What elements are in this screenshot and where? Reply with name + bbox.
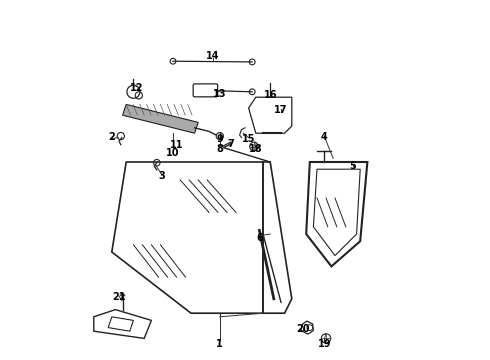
Text: 11: 11 (170, 140, 183, 150)
Text: 17: 17 (274, 105, 288, 115)
Text: 7: 7 (227, 139, 234, 149)
Text: 19: 19 (318, 339, 331, 349)
Text: 15: 15 (242, 134, 255, 144)
Text: 6: 6 (256, 233, 263, 243)
Text: 3: 3 (159, 171, 166, 181)
Text: 1: 1 (217, 339, 223, 349)
Text: 10: 10 (166, 148, 180, 158)
Text: 12: 12 (130, 83, 144, 93)
Text: 16: 16 (264, 90, 277, 100)
Text: 2: 2 (108, 132, 115, 142)
Text: 5: 5 (350, 161, 356, 171)
Polygon shape (122, 104, 198, 133)
Text: 13: 13 (213, 89, 226, 99)
Text: 8: 8 (217, 144, 223, 154)
Text: 18: 18 (249, 144, 263, 154)
Text: 9: 9 (217, 134, 223, 144)
Text: 14: 14 (206, 51, 220, 61)
Text: 20: 20 (296, 324, 309, 334)
Text: 4: 4 (321, 132, 328, 142)
Text: 21: 21 (112, 292, 126, 302)
